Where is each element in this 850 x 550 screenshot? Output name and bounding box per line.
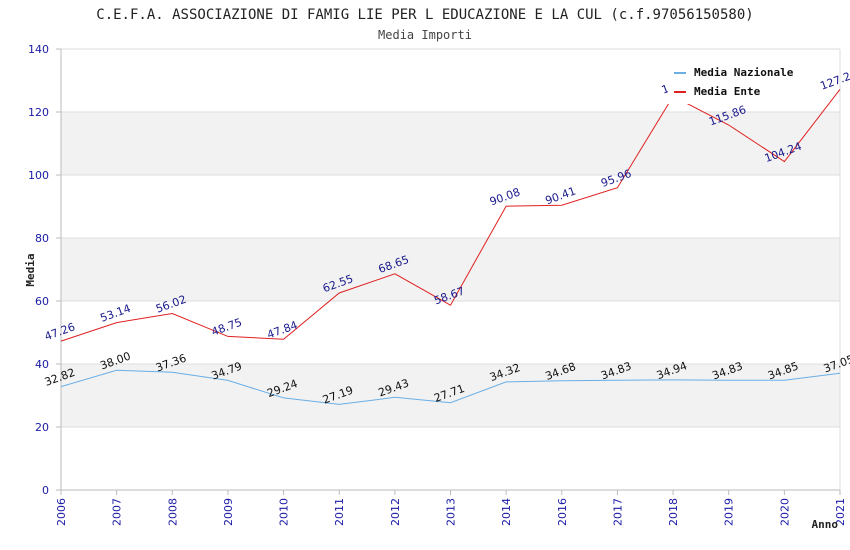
x-tick-label: 2014: [500, 498, 513, 526]
x-tick-label: 2012: [389, 498, 402, 526]
data-label: 53.14: [98, 302, 132, 325]
y-tick-label: 60: [35, 295, 49, 308]
y-tick-label: 140: [28, 43, 49, 56]
x-axis-label: Anno: [812, 518, 839, 531]
data-label: 90.08: [488, 185, 522, 208]
data-label: 90.41: [544, 184, 578, 207]
data-label: 127.21: [818, 67, 850, 92]
x-tick-label: 2006: [55, 498, 68, 526]
data-label: 47.84: [265, 319, 299, 342]
legend-box: [668, 60, 805, 104]
legend-entry: Media Ente: [694, 85, 761, 98]
legend: Media Nazionale Media Ente: [668, 60, 805, 104]
data-label: 47.26: [43, 320, 77, 343]
grid-band: [61, 112, 840, 175]
x-tick-label: 2008: [166, 498, 179, 526]
y-axis-label: Media: [24, 253, 37, 286]
y-tick-label: 100: [28, 169, 49, 182]
x-tick-label: 2018: [667, 498, 680, 526]
data-label: 48.75: [210, 316, 244, 339]
x-tick-label: 2009: [222, 498, 235, 526]
x-tick-label: 2019: [723, 498, 736, 526]
y-tick-label: 40: [35, 358, 49, 371]
legend-entry: Media Nazionale: [694, 66, 794, 79]
x-tick-label: 2021: [834, 498, 847, 526]
chart-title: C.E.F.A. ASSOCIAZIONE DI FAMIG LIE PER L…: [96, 7, 753, 23]
y-tick-label: 120: [28, 106, 49, 119]
chart-subtitle: Media Importi: [378, 28, 472, 42]
x-tick-label: 2013: [445, 498, 458, 526]
x-tick-label: 2017: [611, 498, 624, 526]
series-line-media-ente: [60, 88, 841, 342]
x-tick-label: 2020: [778, 498, 791, 526]
x-tick-label: 2011: [333, 498, 346, 526]
grid-band: [61, 238, 840, 301]
x-tick-label: 2007: [111, 498, 124, 526]
y-tick-label: 80: [35, 232, 49, 245]
series-line-media-nazionale: [60, 369, 841, 405]
x-tick-label: 2016: [556, 498, 569, 526]
y-tick-label: 0: [42, 484, 49, 497]
x-tick-label: 2010: [278, 498, 291, 526]
y-tick-label: 20: [35, 421, 49, 434]
